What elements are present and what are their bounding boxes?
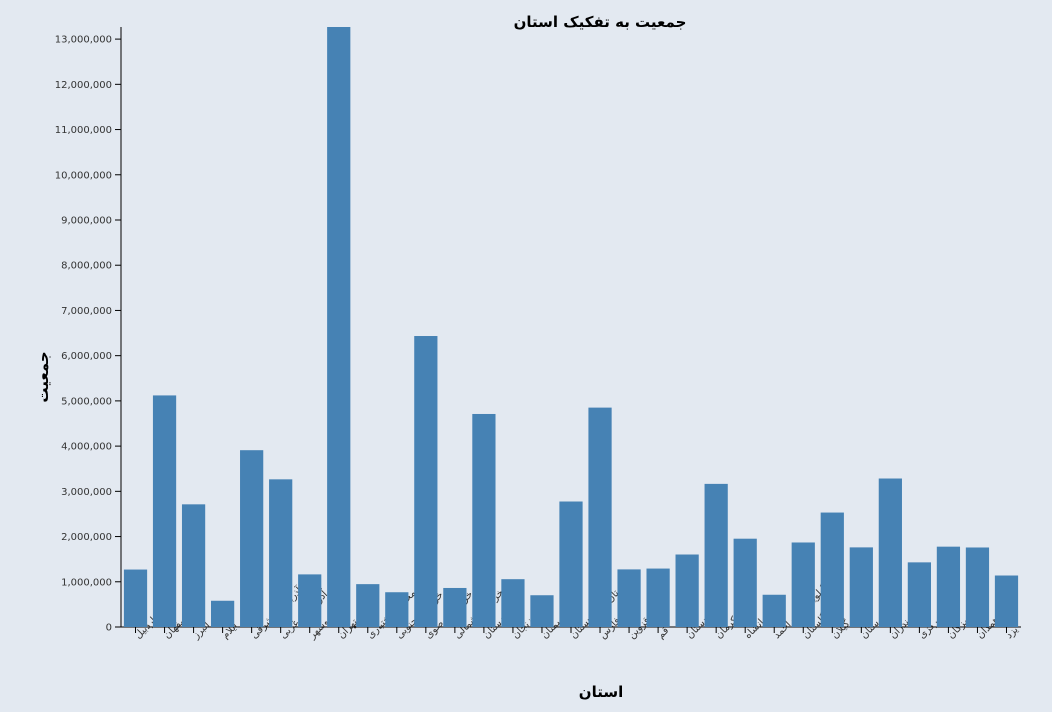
bar[interactable] bbox=[240, 450, 264, 627]
bar[interactable] bbox=[530, 595, 554, 627]
bars-group bbox=[123, 27, 1019, 627]
y-tick-label: 8,000,000 bbox=[61, 261, 112, 272]
y-tick-label: 4,000,000 bbox=[61, 442, 112, 453]
bar[interactable] bbox=[675, 554, 699, 627]
y-tick-label: 6,000,000 bbox=[61, 351, 112, 362]
bar[interactable] bbox=[907, 562, 931, 627]
bar[interactable] bbox=[820, 512, 844, 627]
bar[interactable] bbox=[414, 336, 438, 627]
bar[interactable] bbox=[965, 547, 990, 627]
x-axis-title: استان bbox=[579, 683, 623, 701]
y-tick-label: 7,000,000 bbox=[61, 306, 112, 317]
y-tick-label: 9,000,000 bbox=[61, 215, 112, 226]
bar[interactable] bbox=[211, 600, 235, 627]
bar[interactable] bbox=[181, 504, 206, 627]
bar[interactable] bbox=[878, 478, 902, 627]
y-axis-title: جمعیت bbox=[34, 351, 52, 402]
bar[interactable] bbox=[646, 568, 670, 627]
chart-title: جمعیت به تفکیک استان bbox=[514, 13, 687, 31]
bar[interactable] bbox=[443, 587, 467, 627]
y-tick-label: 13,000,000 bbox=[55, 35, 112, 46]
bar[interactable] bbox=[617, 569, 641, 627]
bar[interactable] bbox=[298, 574, 322, 627]
bar[interactable] bbox=[559, 501, 583, 627]
bar[interactable] bbox=[385, 592, 409, 627]
y-tick-label: 12,000,000 bbox=[55, 80, 112, 91]
y-tick-label: 5,000,000 bbox=[61, 396, 112, 407]
y-axis: 0 1,000,000 2,000,000 3,000,000 4,000,000 5,0… bbox=[55, 27, 122, 634]
y-tick-label: 1,000,000 bbox=[61, 577, 112, 588]
bar[interactable] bbox=[269, 479, 293, 627]
bar[interactable] bbox=[472, 413, 496, 627]
bar[interactable] bbox=[327, 27, 351, 627]
bar[interactable] bbox=[152, 395, 177, 627]
bar[interactable] bbox=[356, 584, 380, 627]
bar[interactable] bbox=[936, 546, 961, 627]
bar[interactable] bbox=[704, 483, 728, 627]
y-tick-label: 0 bbox=[106, 623, 112, 634]
bar[interactable] bbox=[501, 579, 525, 627]
y-tick-label: 10,000,000 bbox=[55, 170, 112, 181]
bar[interactable] bbox=[791, 542, 815, 627]
bar[interactable] bbox=[849, 547, 873, 627]
bar[interactable] bbox=[588, 407, 612, 627]
y-tick-label: 3,000,000 bbox=[61, 487, 112, 498]
y-tick-label: 2,000,000 bbox=[61, 532, 112, 543]
bar[interactable] bbox=[733, 538, 757, 627]
bar[interactable] bbox=[994, 575, 1019, 627]
y-tick-label: 11,000,000 bbox=[55, 125, 112, 136]
bar[interactable] bbox=[762, 594, 786, 627]
bar[interactable] bbox=[123, 569, 148, 627]
